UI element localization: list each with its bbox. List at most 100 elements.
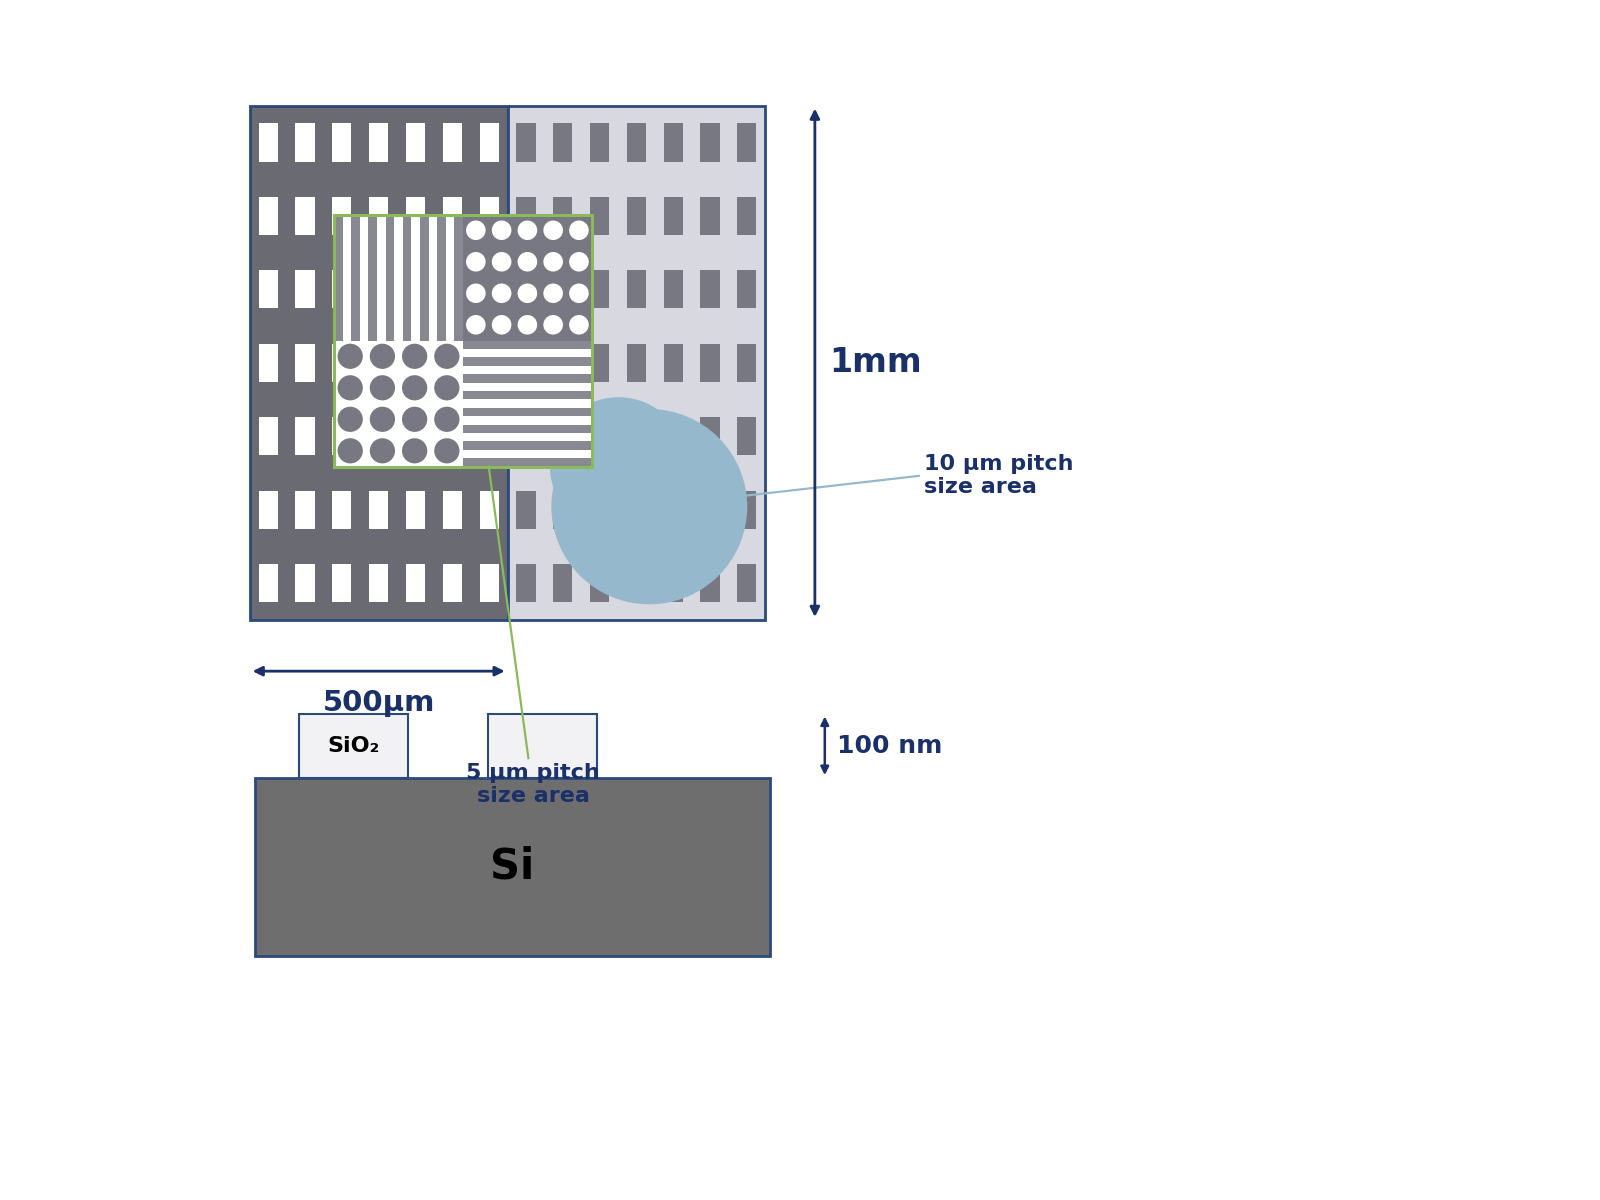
Circle shape [570,316,589,335]
Bar [333,124,352,162]
Bar [462,341,592,467]
Bar [590,418,610,455]
Circle shape [466,316,486,335]
Circle shape [550,397,686,534]
Bar [701,343,720,382]
Bar [627,343,646,382]
Bar [406,270,426,308]
Bar [370,270,389,308]
Bar [370,418,389,455]
Circle shape [544,283,563,304]
Bar [333,491,352,529]
Circle shape [402,376,427,401]
Circle shape [544,252,563,271]
Bar [259,197,278,235]
Circle shape [544,221,563,240]
Bar [462,391,592,400]
Bar [462,458,592,467]
Bar [517,270,536,308]
Circle shape [517,221,538,240]
Bar [462,442,592,450]
Text: 1mm: 1mm [830,347,922,379]
Bar [406,343,426,382]
Circle shape [517,283,538,304]
Bar [701,418,720,455]
Bar [250,106,507,619]
Bar [259,418,278,455]
Circle shape [338,343,363,368]
Bar [443,564,462,602]
Bar [738,418,757,455]
Bar [627,564,646,602]
Bar [480,343,499,382]
Bar [462,374,592,383]
Bar [554,564,573,602]
Bar [664,343,683,382]
Bar [738,564,757,602]
Bar [664,197,683,235]
Bar [443,197,462,235]
Bar [480,564,499,602]
Circle shape [517,252,538,271]
Circle shape [466,283,486,304]
Bar [406,418,426,455]
Circle shape [402,343,427,368]
Bar [590,197,610,235]
Bar [368,215,378,341]
Bar [259,343,278,382]
Bar [406,197,426,235]
Circle shape [402,407,427,432]
Bar [480,418,499,455]
Bar [738,491,757,529]
Bar [443,418,462,455]
Bar [507,106,765,619]
Bar [554,270,573,308]
Bar [554,418,573,455]
Bar [517,124,536,162]
Bar [738,343,757,382]
Bar [627,418,646,455]
Bar [517,564,536,602]
Text: 100 nm: 100 nm [837,733,942,757]
Bar [701,564,720,602]
Bar [334,215,592,467]
Circle shape [570,221,589,240]
Bar [352,215,360,341]
Bar [627,124,646,162]
Bar [406,564,426,602]
Bar [627,491,646,529]
Bar [462,408,592,416]
Bar [296,564,315,602]
Bar [334,341,462,467]
Bar [462,215,592,341]
Bar [443,491,462,529]
Bar [370,124,389,162]
Bar [333,270,352,308]
Bar [590,270,610,308]
Bar [701,197,720,235]
Bar [664,270,683,308]
Bar [480,124,499,162]
Circle shape [338,376,363,401]
Bar [259,124,278,162]
Bar [296,491,315,529]
Bar [554,124,573,162]
Circle shape [338,438,363,463]
Bar [437,215,446,341]
Bar [517,491,536,529]
Circle shape [434,407,459,432]
Bar [419,215,429,341]
Text: 10 μm pitch
size area: 10 μm pitch size area [923,455,1074,498]
Circle shape [434,438,459,463]
Circle shape [370,343,395,368]
Bar [480,491,499,529]
Bar [406,491,426,529]
Circle shape [544,316,563,335]
Bar [517,197,536,235]
Circle shape [570,283,589,304]
Bar [554,343,573,382]
Bar [627,197,646,235]
Circle shape [402,438,427,463]
Bar [738,124,757,162]
Bar [296,343,315,382]
